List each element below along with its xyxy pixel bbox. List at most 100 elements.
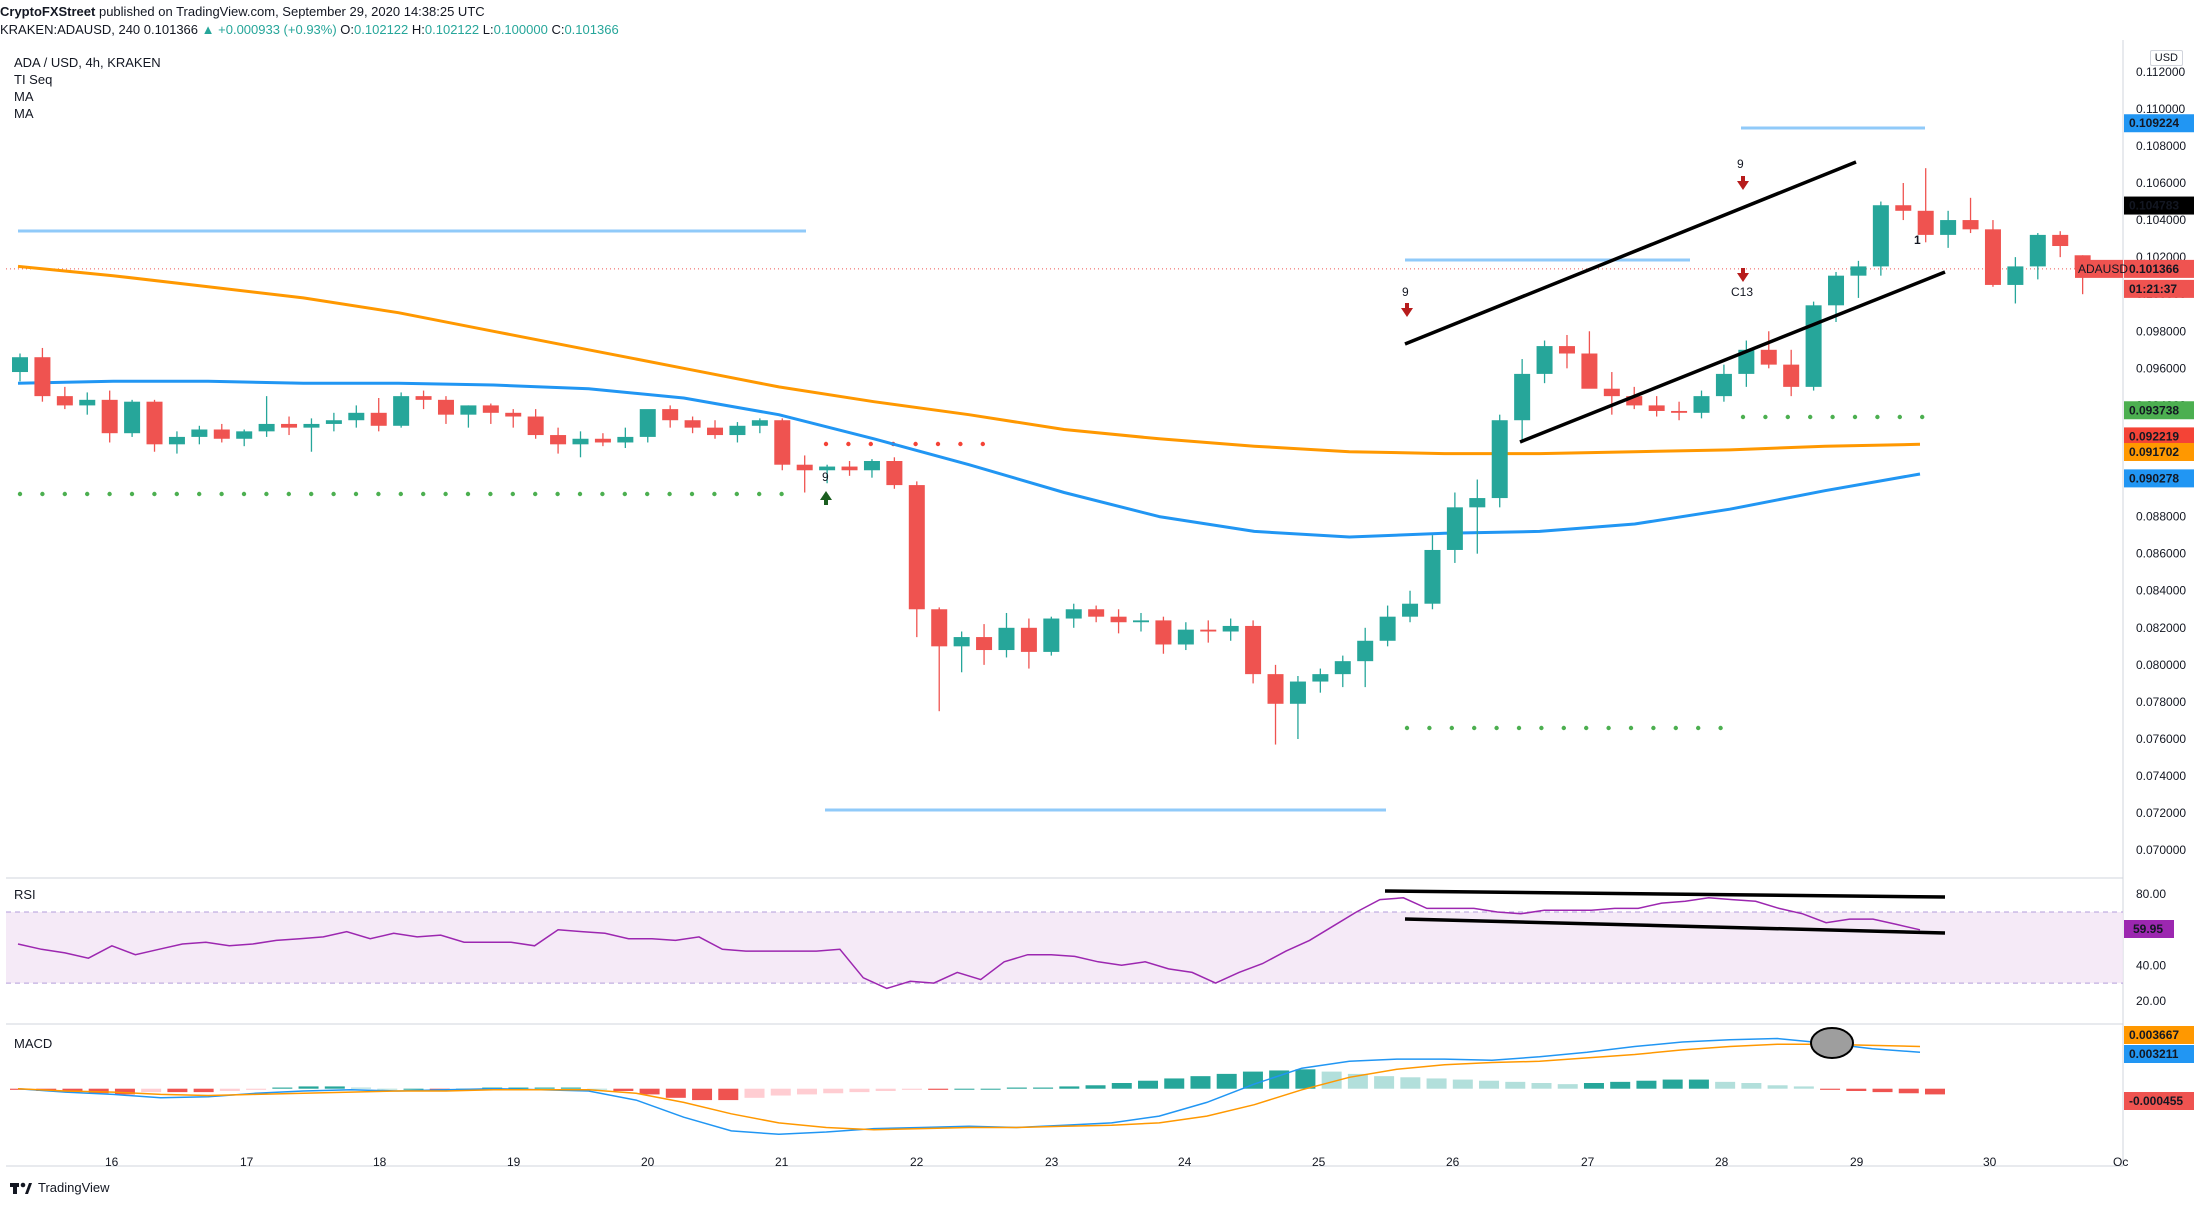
rsi-label[interactable]: RSI	[14, 887, 36, 902]
macd-histogram-bar	[1138, 1080, 1159, 1089]
macd-histogram-bar	[534, 1087, 555, 1089]
candle-body	[751, 420, 768, 426]
candle-body	[1850, 266, 1867, 276]
macd-histogram-bar	[351, 1087, 372, 1089]
tiseq-dot	[353, 491, 359, 497]
candle-body	[1671, 410, 1688, 413]
macd-histogram-bar	[1216, 1073, 1237, 1089]
candle-body	[348, 412, 365, 421]
candle-body	[505, 412, 522, 417]
macd-histogram-bar	[141, 1088, 162, 1093]
candle-body	[1828, 275, 1845, 306]
candle-body	[1334, 661, 1351, 675]
candle-body	[1940, 220, 1957, 235]
tiseq-dot	[712, 491, 717, 497]
tiseq-dot-red	[868, 441, 873, 447]
candle-body	[953, 637, 970, 647]
candle-body	[572, 438, 589, 445]
tiseq-dot	[1628, 725, 1634, 731]
currency-button[interactable]: USD	[2149, 50, 2183, 66]
candle-body	[482, 405, 499, 413]
macd-histogram-bar	[901, 1088, 922, 1090]
tiseq-dot	[1606, 725, 1611, 731]
macd-histogram-bar	[62, 1088, 83, 1093]
tiseq-dot	[1427, 725, 1432, 731]
macd-histogram-bar	[1006, 1087, 1027, 1089]
tiseq-dot	[1404, 725, 1410, 731]
tiseq-dot-red	[958, 441, 963, 447]
price-tag-value: 0.090278	[2129, 471, 2179, 485]
low-label: L:	[482, 22, 494, 37]
price-tag-value: 0.093738	[2129, 403, 2179, 417]
macd-signal-line	[17, 1043, 1921, 1131]
legend-title[interactable]: ADA / USD, 4h, KRAKEN	[14, 55, 161, 70]
td-count-label: 9	[1402, 285, 1409, 299]
candle-body	[56, 396, 73, 406]
date-tick-label: 18	[373, 1155, 387, 1169]
rsi-trend-lower	[1404, 917, 1946, 935]
macd-histogram-bar	[167, 1088, 188, 1093]
tiseq-dot	[17, 491, 23, 497]
tiseq-dot	[600, 491, 605, 497]
candle-body	[370, 412, 387, 426]
macd-histogram-bar	[1741, 1083, 1762, 1089]
date-tick-label: 29	[1850, 1155, 1864, 1169]
macd-histogram-bar	[1925, 1088, 1945, 1095]
price-tick-label: 0.096000	[2136, 361, 2186, 375]
legend-item-ma-2[interactable]: MA	[14, 106, 34, 121]
candle-body	[258, 423, 275, 432]
symbol-tag-label: ADAUSD	[2078, 262, 2128, 276]
tiseq-dot	[264, 491, 269, 497]
td-count-label: 9	[822, 470, 829, 484]
candle-body	[617, 436, 634, 443]
rsi-trend-upper	[1384, 889, 1946, 899]
candle-body	[437, 399, 454, 415]
price-tick-label: 0.074000	[2136, 769, 2186, 783]
buy-arrow-icon	[820, 491, 832, 505]
macd-histogram-bar	[1688, 1079, 1709, 1089]
macd-histogram-bar	[1767, 1085, 1788, 1089]
candle-body	[236, 431, 253, 439]
macd-histogram-bar	[1898, 1088, 1919, 1094]
tradingview-footer[interactable]: TradingView	[10, 1180, 110, 1195]
price-tick-label: 0.086000	[2136, 547, 2186, 561]
tiseq-dot	[1808, 414, 1813, 420]
publish-info: published on TradingView.com, September …	[95, 4, 485, 19]
high-value: 0.102122	[424, 22, 480, 37]
legend-item-ma-1[interactable]: MA	[14, 89, 34, 104]
candle-body	[2029, 234, 2046, 267]
price-tick-label: 0.112000	[2136, 65, 2185, 79]
macd-histogram-bar	[639, 1088, 660, 1095]
tiseq-dot	[286, 491, 291, 497]
price-tag-value: 0.104783	[2129, 199, 2179, 213]
macd-value-tag	[2124, 1092, 2194, 1110]
candle-body	[639, 409, 656, 437]
candle-body	[908, 485, 925, 610]
candle-body	[774, 420, 791, 465]
tiseq-dot	[152, 491, 157, 497]
publisher-name[interactable]: CryptoFXStreet	[0, 4, 96, 19]
candle-body	[2052, 234, 2069, 247]
tiseq-dot	[1830, 414, 1835, 420]
candle-body	[1245, 625, 1262, 675]
candle-body	[1648, 405, 1665, 411]
candle-body	[146, 401, 163, 445]
macd-label[interactable]: MACD	[14, 1036, 53, 1051]
tiseq-dot-red	[823, 441, 829, 447]
macd-histogram-bar	[1820, 1088, 1841, 1090]
date-tick-label: 26	[1446, 1155, 1460, 1169]
ma-slow-line	[17, 264, 1921, 456]
macd-histogram-bar	[1033, 1087, 1054, 1089]
price-tick-label: 0.104000	[2136, 213, 2186, 227]
price-tick-label: 0.082000	[2136, 621, 2186, 635]
legend-item-tiseq[interactable]: TI Seq	[14, 72, 53, 87]
rsi-value-label: 59.95	[2133, 922, 2163, 936]
candle-body	[819, 466, 836, 471]
price-tag	[2124, 279, 2194, 298]
date-tick-label: 16	[105, 1155, 119, 1169]
channel-upper-line	[1404, 160, 1857, 346]
candle-body	[1267, 674, 1284, 704]
price-tick-label: 0.110000	[2136, 102, 2185, 116]
